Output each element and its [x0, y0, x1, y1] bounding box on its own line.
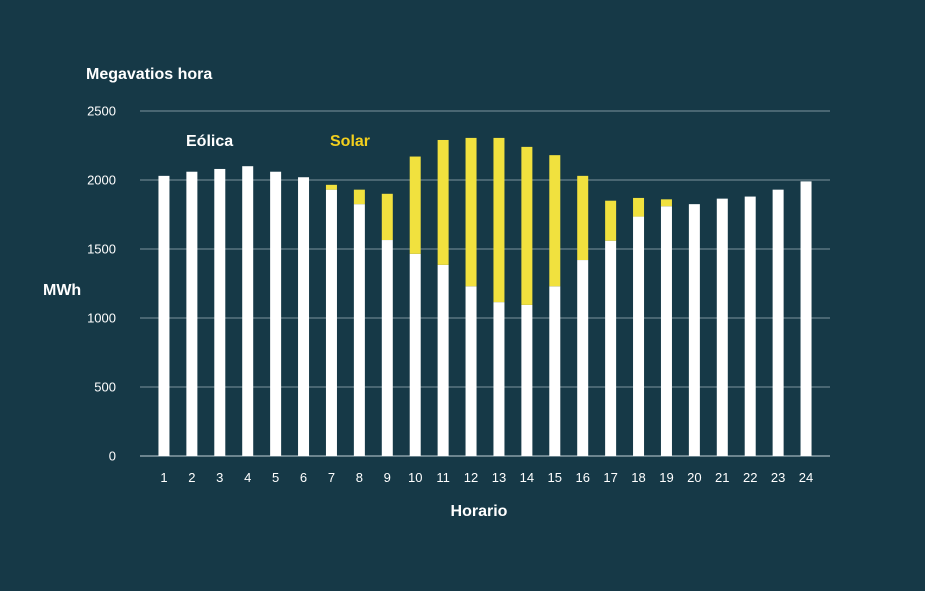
- x-tick-label: 5: [272, 470, 279, 485]
- x-tick-label: 2: [188, 470, 195, 485]
- x-tick-label: 13: [492, 470, 506, 485]
- bar-eolica-13: [493, 302, 505, 456]
- x-tick-label: 7: [328, 470, 335, 485]
- bar-eolica-7: [325, 189, 337, 456]
- bar-eolica-3: [214, 168, 226, 456]
- legend-solar: Solar: [330, 133, 370, 150]
- y-axis-label: MWh: [43, 282, 81, 299]
- x-tick-label: 9: [384, 470, 391, 485]
- bar-eolica-24: [800, 181, 812, 456]
- bar-solar-10: [409, 156, 421, 254]
- bar-solar-19: [660, 199, 672, 207]
- x-tick-label: 21: [715, 470, 729, 485]
- bar-solar-17: [605, 200, 617, 241]
- x-tick-label: 15: [548, 470, 562, 485]
- bar-eolica-21: [716, 198, 728, 456]
- x-tick-label: 20: [687, 470, 701, 485]
- bar-eolica-1: [158, 175, 170, 457]
- x-tick-label: 3: [216, 470, 223, 485]
- bar-eolica-10: [409, 253, 421, 456]
- bar-eolica-4: [242, 166, 254, 456]
- y-tick-label: 1000: [87, 311, 116, 326]
- x-tick-label: 1: [160, 470, 167, 485]
- bar-solar-7: [325, 184, 337, 190]
- bar-solar-13: [493, 137, 505, 303]
- x-tick-label: 16: [575, 470, 589, 485]
- x-axis-label: Horario: [451, 503, 508, 520]
- bar-solar-9: [381, 193, 393, 241]
- bar-eolica-11: [437, 264, 449, 456]
- bar-eolica-14: [521, 304, 533, 456]
- x-tick-label: 14: [520, 470, 534, 485]
- bar-eolica-5: [270, 171, 282, 456]
- bar-eolica-17: [605, 240, 617, 456]
- bar-eolica-22: [744, 196, 756, 456]
- x-tick-label: 24: [799, 470, 813, 485]
- bar-eolica-12: [465, 286, 477, 456]
- bar-solar-12: [465, 137, 477, 287]
- bar-eolica-23: [772, 189, 784, 456]
- bar-eolica-19: [660, 206, 672, 456]
- x-tick-label: 18: [631, 470, 645, 485]
- bar-solar-11: [437, 139, 449, 265]
- bars-layer: [158, 137, 812, 457]
- chart-unit-title: Megavatios hora: [86, 66, 212, 83]
- x-tick-label: 19: [659, 470, 673, 485]
- bar-eolica-6: [298, 177, 310, 457]
- x-tick-label: 17: [603, 470, 617, 485]
- y-tick-label: 500: [94, 380, 116, 395]
- x-tick-label: 22: [743, 470, 757, 485]
- bar-solar-16: [577, 175, 589, 261]
- bar-solar-15: [549, 155, 561, 287]
- bar-solar-18: [633, 197, 645, 217]
- y-tick-label: 0: [109, 449, 116, 464]
- x-tick-label: 23: [771, 470, 785, 485]
- y-tick-label: 2000: [87, 173, 116, 188]
- grid-layer: [140, 110, 830, 457]
- legend-eolica: Eólica: [186, 133, 233, 150]
- x-tick-label: 6: [300, 470, 307, 485]
- bar-solar-8: [353, 189, 365, 205]
- bar-eolica-16: [577, 260, 589, 456]
- x-tick-label: 4: [244, 470, 251, 485]
- bar-eolica-18: [633, 216, 645, 456]
- bar-solar-14: [521, 146, 533, 305]
- bar-eolica-15: [549, 286, 561, 456]
- bar-eolica-8: [353, 204, 365, 456]
- x-tick-label: 12: [464, 470, 478, 485]
- bar-eolica-20: [688, 204, 700, 456]
- x-tick-label: 11: [436, 470, 450, 485]
- x-tick-label: 10: [408, 470, 422, 485]
- x-tick-label: 8: [356, 470, 363, 485]
- y-tick-label: 1500: [87, 242, 116, 257]
- y-tick-label: 2500: [87, 104, 116, 119]
- bar-eolica-9: [381, 240, 393, 456]
- bar-eolica-2: [186, 171, 198, 456]
